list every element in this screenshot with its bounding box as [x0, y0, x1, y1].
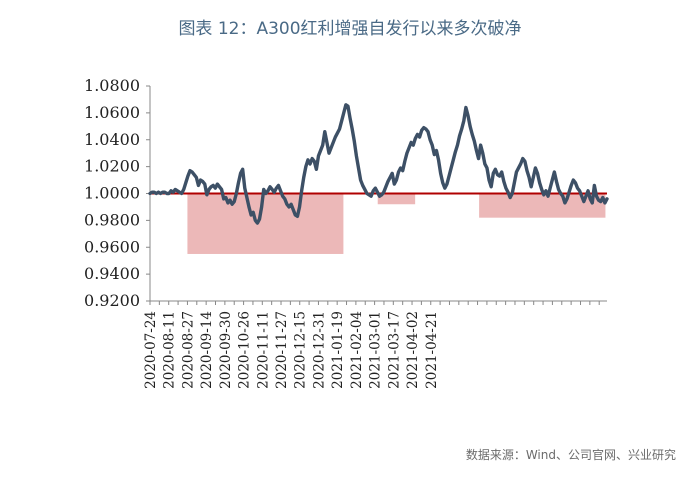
x-tick-label: 2020-08-11 [162, 311, 178, 389]
y-tick-labels: 1.0800 1.0600 1.0400 1.0200 1.0000 0.9800 0.96… [84, 76, 140, 310]
x-tick-label: 2021-02-04 [349, 311, 365, 389]
y-tick-label: 1.0400 [84, 130, 140, 149]
y-tick-label: 0.9800 [84, 210, 140, 229]
shaded-region-2 [377, 193, 416, 205]
x-tick-label: 2020-09-14 [199, 311, 215, 389]
chart-title: 图表 12：A300红利增强自发行以来多次破净 [178, 19, 522, 39]
y-tick-label: 0.9200 [84, 291, 140, 310]
source-note: 数据来源：Wind、公司官网、兴业研究 [465, 448, 676, 462]
x-tick-label: 2020-07-24 [143, 311, 159, 389]
x-tick-label: 2020-08-27 [180, 311, 196, 389]
y-tick-label: 1.0800 [84, 76, 140, 95]
x-tick-label: 2020-11-11 [255, 311, 271, 389]
shaded-region-1 [187, 193, 344, 254]
x-tick-label: 2021-01-19 [330, 311, 346, 389]
series-line-1 [148, 103, 609, 225]
x-tick-label: 2020-12-31 [311, 311, 327, 389]
y-tick-label: 1.0000 [84, 184, 140, 203]
series-lines [148, 103, 609, 225]
y-tick-label: 1.0200 [84, 157, 140, 176]
x-tick-label: 2021-04-21 [424, 311, 440, 389]
y-tick-label: 1.0600 [84, 103, 140, 122]
x-tick-label: 2020-12-15 [293, 311, 309, 389]
x-tick-labels: 2020-07-24 2020-08-11 2020-08-27 2020-09-14… [143, 311, 440, 389]
x-tick-label: 2020-09-30 [218, 311, 234, 389]
below-par-shaded-regions [187, 193, 606, 254]
y-tick-label: 0.9400 [84, 264, 140, 283]
y-tick-label: 0.9600 [84, 237, 140, 256]
x-tick-label: 2021-04-02 [405, 311, 421, 389]
x-tick-label: 2021-03-01 [368, 311, 384, 389]
x-tick-label: 2020-10-26 [237, 311, 253, 389]
x-tick-label: 2021-03-17 [386, 311, 402, 389]
x-tick-label: 2020-11-27 [274, 311, 290, 389]
